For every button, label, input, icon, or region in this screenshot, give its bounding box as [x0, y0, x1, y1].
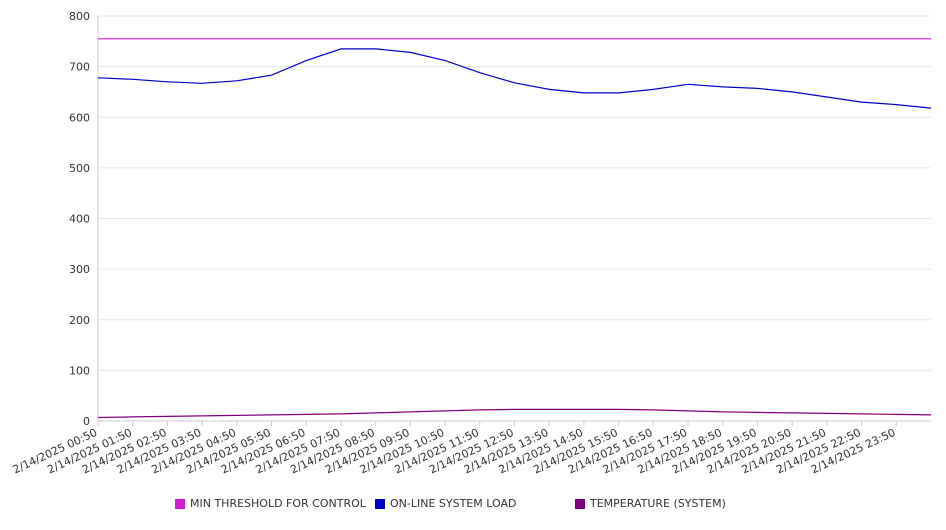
y-tick-label: 800	[69, 10, 90, 23]
legend-item-min-threshold[interactable]: MIN THRESHOLD FOR CONTROL	[175, 497, 366, 510]
series-line-2[interactable]	[97, 408, 932, 419]
legend-swatch-icon	[575, 498, 585, 509]
y-tick-label: 600	[69, 111, 90, 124]
y-tick-label: 300	[69, 263, 90, 276]
y-tick-label: 100	[69, 364, 90, 377]
gridlines	[98, 15, 931, 422]
y-tick-label: 400	[69, 213, 90, 226]
y-tick-label: 200	[69, 314, 90, 327]
y-tick-label: 500	[69, 162, 90, 175]
y-axis: 0 100 200 300 400 500 600 700 800	[69, 10, 99, 428]
legend-label: MIN THRESHOLD FOR CONTROL	[190, 497, 366, 510]
legend-label: TEMPERATURE (SYSTEM)	[590, 497, 726, 510]
y-tick-label: 0	[83, 415, 90, 428]
x-axis: 2/14/2025 00:502/14/2025 01:502/14/2025 …	[11, 420, 931, 476]
y-tick-label: 700	[69, 61, 90, 74]
series-line-1[interactable]	[97, 48, 932, 109]
legend-swatch-icon	[375, 498, 385, 509]
legend-swatch-icon	[175, 498, 185, 509]
series-lines	[97, 38, 932, 419]
legend-item-temperature[interactable]: TEMPERATURE (SYSTEM)	[575, 497, 726, 510]
legend-label: ON-LINE SYSTEM LOAD	[390, 497, 517, 510]
legend-item-system-load[interactable]: ON-LINE SYSTEM LOAD	[375, 497, 516, 510]
